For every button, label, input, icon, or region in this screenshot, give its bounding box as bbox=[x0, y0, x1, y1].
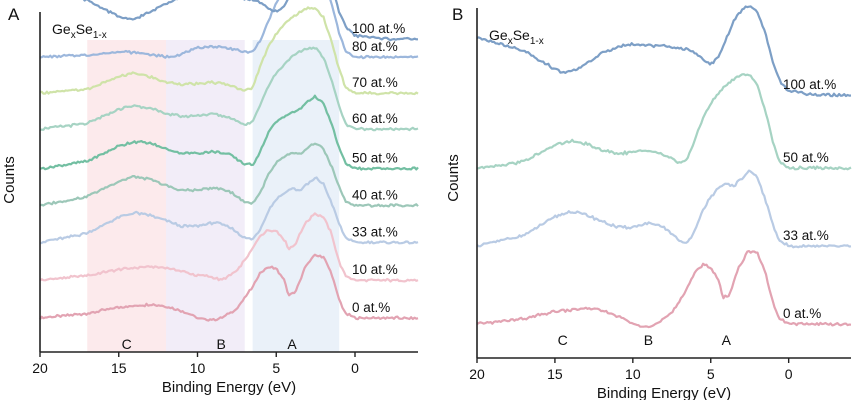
peak-label-c: C bbox=[558, 332, 568, 348]
series-line-0-at- bbox=[476, 250, 852, 329]
x-axis-title: Binding Energy (eV) bbox=[162, 379, 296, 396]
panel-letter: B bbox=[452, 5, 463, 24]
series-line-100-at- bbox=[82, 0, 418, 42]
series-line-50-at- bbox=[477, 73, 852, 171]
x-tick-label: 5 bbox=[272, 360, 280, 376]
series-label: 80 at.% bbox=[352, 39, 398, 54]
composition-part-x: x bbox=[508, 36, 513, 47]
composition-label: GexSe1-x bbox=[489, 27, 544, 47]
series-line-60-at- bbox=[39, 46, 419, 132]
peak-label-b: B bbox=[644, 332, 653, 348]
series-label: 100 at.% bbox=[783, 77, 836, 92]
region-c-band bbox=[87, 40, 166, 352]
series-label: 50 at.% bbox=[352, 151, 398, 166]
series-line-80-at- bbox=[39, 0, 419, 60]
peak-label-c: C bbox=[122, 336, 132, 352]
y-axis-title: Counts bbox=[1, 156, 18, 204]
x-tick-label: 15 bbox=[111, 360, 127, 376]
series-label: 0 at.% bbox=[783, 306, 821, 321]
composition-part-base: Ge bbox=[489, 27, 508, 43]
series-label: 33 at.% bbox=[783, 228, 829, 243]
series-line-70-at- bbox=[39, 6, 419, 96]
series-line-33-at- bbox=[39, 176, 419, 245]
series-label: 40 at.% bbox=[352, 188, 398, 203]
y-axis-title: Counts bbox=[445, 154, 462, 202]
peak-label-a: A bbox=[287, 336, 297, 352]
series-label: 50 at.% bbox=[783, 150, 829, 165]
chart-panel-a: 0 at.% 10 at.% 33 at.% 40 at.% 50 at.% 60 at.… bbox=[1, 0, 419, 396]
x-tick-label: 0 bbox=[785, 366, 793, 382]
x-tick-label: 10 bbox=[625, 366, 641, 382]
composition-part-sub: 1-x bbox=[530, 36, 544, 47]
x-tick-label: 0 bbox=[351, 360, 359, 376]
region-b-band bbox=[166, 40, 245, 352]
composition-part-x: x bbox=[71, 30, 76, 41]
peak-label-a: A bbox=[722, 332, 732, 348]
region-a-band bbox=[252, 40, 340, 352]
series-label: 33 at.% bbox=[352, 224, 398, 239]
peak-label-b: B bbox=[216, 336, 225, 352]
series-line-10-at- bbox=[39, 212, 419, 283]
x-tick-label: 15 bbox=[547, 366, 563, 382]
series-label: 60 at.% bbox=[352, 111, 398, 126]
composition-part-mid: Se bbox=[76, 21, 93, 37]
composition-part-base: Ge bbox=[52, 21, 71, 37]
x-axis-title: Binding Energy (eV) bbox=[597, 385, 731, 400]
series-label: 0 at.% bbox=[352, 300, 390, 315]
x-tick-label: 10 bbox=[190, 360, 206, 376]
composition-label: GexSe1-x bbox=[52, 21, 107, 41]
panel-letter: A bbox=[8, 5, 20, 24]
x-tick-label: 20 bbox=[32, 360, 48, 376]
series-line-0-at- bbox=[39, 253, 419, 322]
series-line-50-at- bbox=[39, 94, 419, 171]
series-line-33-at- bbox=[476, 169, 852, 249]
series-line-40-at- bbox=[39, 142, 419, 208]
series-label: 70 at.% bbox=[352, 75, 398, 90]
chart-panel-b: 0 at.% 33 at.% 50 at.% 100 at.% 20 15 10 5 0 Bind… bbox=[445, 5, 852, 400]
series-label: 100 at.% bbox=[352, 21, 405, 36]
composition-part-sub: 1-x bbox=[93, 30, 107, 41]
composition-part-mid: Se bbox=[513, 27, 530, 43]
x-tick-label: 20 bbox=[469, 366, 485, 382]
series-label: 10 at.% bbox=[352, 262, 398, 277]
x-tick-label: 5 bbox=[707, 366, 715, 382]
series-line-100-at- bbox=[476, 5, 852, 98]
